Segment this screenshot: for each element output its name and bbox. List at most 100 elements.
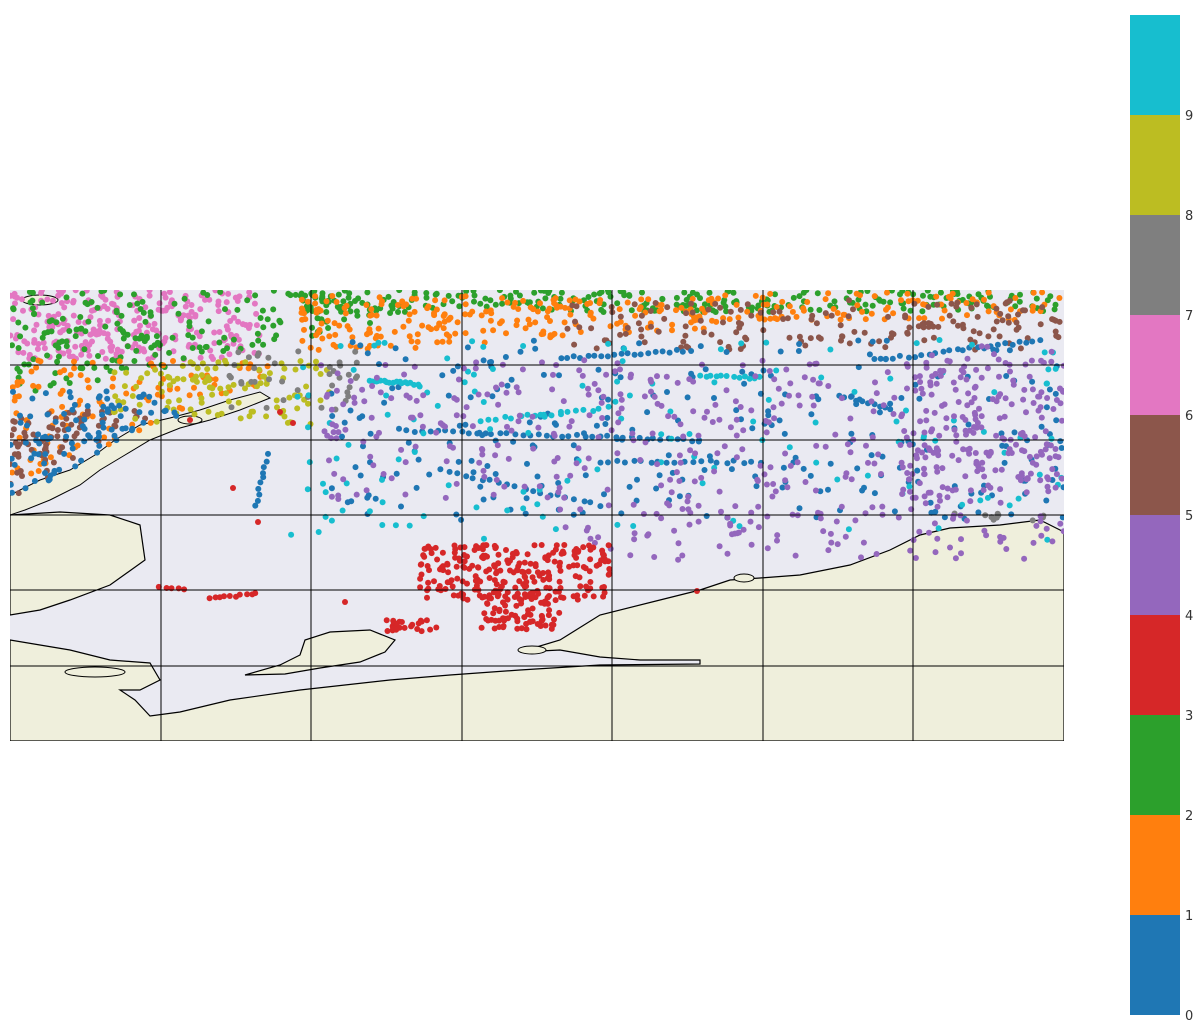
data-point-cat-9 (392, 522, 399, 529)
data-point-cat-5 (742, 334, 749, 341)
data-point-cat-2 (180, 355, 187, 362)
data-point-cat-1 (375, 325, 382, 332)
data-point-cat-0 (827, 460, 834, 467)
data-point-cat-0 (365, 492, 372, 499)
data-point-cat-0 (565, 433, 572, 440)
data-point-cat-1 (332, 331, 339, 338)
data-point-cat-4 (401, 371, 408, 378)
data-point-cat-2 (367, 320, 373, 326)
data-point-cat-4 (817, 515, 824, 522)
data-point-cat-9 (504, 507, 511, 514)
data-point-cat-0 (458, 516, 465, 523)
data-point-cat-2 (85, 318, 92, 325)
data-point-cat-0 (611, 351, 618, 358)
data-point-cat-4 (810, 376, 817, 383)
data-point-cat-0 (741, 460, 748, 467)
data-point-cat-4 (412, 443, 419, 450)
data-point-cat-1 (372, 335, 379, 342)
data-point-cat-1 (699, 305, 705, 312)
data-point-cat-1 (89, 413, 96, 420)
data-point-cat-6 (197, 354, 204, 361)
data-point-cat-4 (402, 459, 409, 466)
data-point-cat-1 (708, 295, 715, 302)
data-point-cat-4 (642, 439, 649, 446)
data-point-cat-2 (319, 298, 326, 305)
data-point-cat-3 (550, 549, 557, 556)
data-point-cat-9 (406, 522, 413, 529)
data-point-cat-4 (469, 423, 476, 430)
data-point-cat-2 (396, 290, 403, 294)
data-point-cat-0 (29, 395, 36, 402)
data-point-cat-0 (631, 457, 638, 464)
data-point-cat-6 (50, 297, 56, 304)
data-point-cat-0 (462, 421, 469, 428)
data-point-cat-3 (423, 617, 430, 624)
data-point-cat-8 (204, 366, 211, 372)
data-point-cat-6 (41, 345, 48, 352)
data-point-cat-4 (774, 532, 781, 539)
data-point-cat-4 (324, 391, 331, 398)
data-point-cat-0 (389, 385, 396, 392)
data-point-cat-1 (834, 310, 841, 316)
data-point-cat-0 (637, 351, 644, 358)
data-point-cat-3 (548, 621, 555, 628)
data-point-cat-0 (855, 337, 862, 344)
data-point-cat-6 (99, 349, 106, 355)
data-point-cat-4 (971, 395, 978, 401)
colorbar-segment-2 (1130, 715, 1180, 815)
data-point-cat-0 (591, 352, 598, 359)
data-point-cat-5 (948, 300, 955, 307)
data-point-cat-8 (294, 405, 301, 412)
data-point-cat-2 (423, 294, 430, 301)
data-point-cat-4 (870, 408, 877, 415)
data-point-cat-6 (246, 290, 253, 296)
data-point-cat-1 (432, 297, 439, 304)
data-point-cat-4 (936, 432, 943, 439)
data-point-cat-1 (767, 290, 774, 297)
data-point-cat-3 (491, 625, 498, 632)
data-point-cat-8 (212, 365, 219, 372)
data-point-cat-6 (245, 325, 252, 331)
data-point-cat-6 (162, 294, 169, 301)
data-point-cat-1 (713, 318, 720, 325)
data-point-cat-4 (690, 408, 697, 415)
data-point-cat-5 (736, 324, 743, 331)
data-point-cat-3 (546, 593, 552, 599)
data-point-cat-5 (807, 335, 814, 342)
data-point-cat-5 (1005, 313, 1012, 320)
data-point-cat-3 (577, 583, 584, 590)
data-point-cat-2 (626, 292, 633, 299)
data-point-cat-4 (737, 404, 744, 410)
data-point-cat-0 (589, 433, 596, 440)
data-point-cat-5 (796, 333, 803, 340)
data-point-cat-1 (247, 361, 254, 368)
data-point-cat-4 (478, 446, 485, 452)
data-point-cat-3 (542, 598, 549, 605)
colorbar-tick-label: 0 (1185, 1009, 1193, 1024)
data-point-cat-4 (898, 459, 905, 466)
data-point-cat-4 (1003, 546, 1010, 552)
data-point-cat-0 (659, 348, 666, 355)
data-point-cat-3 (601, 589, 608, 596)
data-point-cat-4 (709, 419, 716, 425)
data-point-cat-5 (828, 312, 835, 319)
data-point-cat-0 (17, 412, 23, 419)
data-point-cat-0 (808, 411, 815, 418)
data-point-cat-4 (591, 539, 598, 546)
data-point-cat-4 (842, 533, 849, 540)
data-point-cat-1 (1007, 306, 1014, 313)
data-point-cat-3 (491, 577, 498, 584)
data-point-cat-4 (551, 432, 558, 439)
data-point-cat-1 (446, 333, 453, 340)
data-point-cat-1 (391, 328, 398, 335)
data-point-cat-3 (587, 579, 594, 585)
data-point-cat-4 (604, 486, 611, 493)
data-point-cat-2 (639, 290, 645, 296)
data-point-cat-9 (366, 508, 373, 515)
data-point-cat-6 (206, 296, 213, 303)
data-point-cat-9 (630, 523, 637, 529)
data-point-cat-1 (941, 307, 948, 314)
data-point-cat-2 (17, 333, 24, 340)
data-point-cat-9 (731, 373, 738, 380)
data-point-cat-0 (67, 394, 74, 401)
